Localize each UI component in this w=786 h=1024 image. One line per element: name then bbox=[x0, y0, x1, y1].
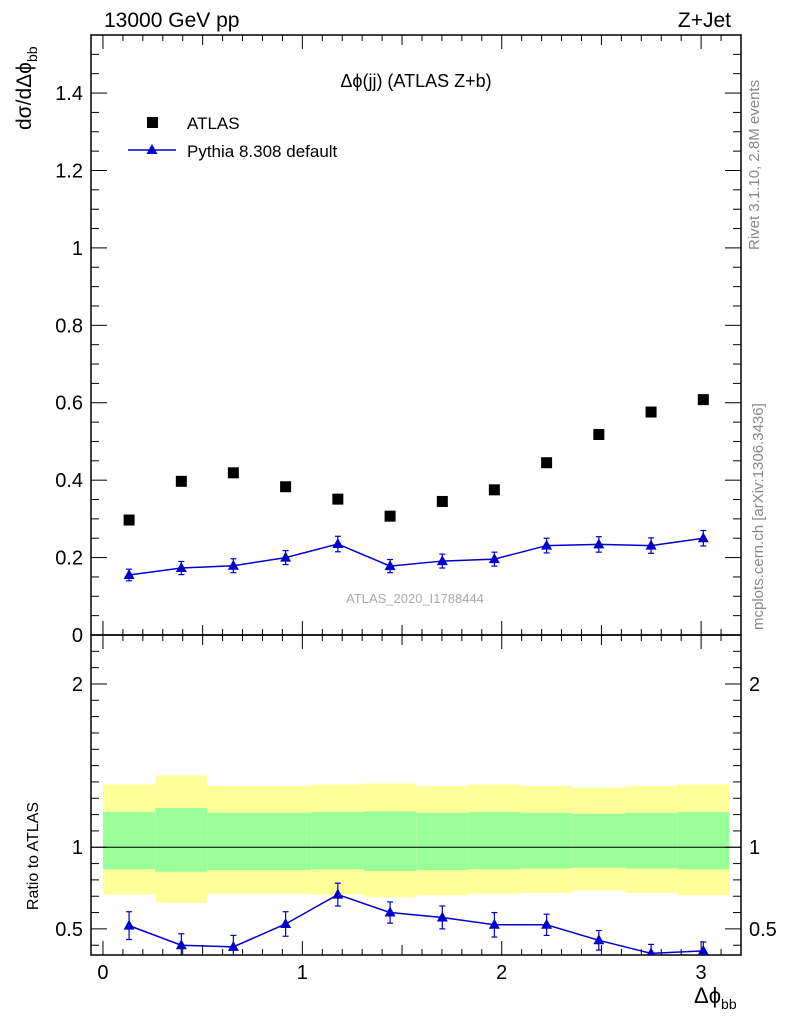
pythia-point bbox=[123, 569, 135, 579]
pythia-point bbox=[593, 538, 605, 549]
y-tick-label: 0.8 bbox=[55, 315, 83, 337]
ratio-y-tick-label-right: 2 bbox=[749, 674, 760, 696]
inner-band-bin bbox=[572, 813, 625, 868]
inner-band-bin bbox=[677, 812, 730, 870]
inner-band-bin bbox=[102, 812, 156, 870]
pythia-point bbox=[384, 560, 396, 571]
ratio-point bbox=[280, 917, 292, 928]
ratio-y-tick-label-left: 2 bbox=[72, 674, 83, 696]
inner-band-bin bbox=[311, 812, 364, 870]
inner-band-bin bbox=[468, 812, 521, 870]
side-text-top: Rivet 3.1.10, 2.8M events bbox=[746, 80, 763, 250]
axes-frames bbox=[90, 34, 742, 956]
atlas-point bbox=[384, 510, 396, 522]
inner-band-bin bbox=[155, 808, 208, 872]
ratio-point bbox=[541, 918, 553, 929]
pythia-point bbox=[488, 553, 500, 564]
ratio-line bbox=[128, 893, 704, 955]
atlas-point bbox=[436, 495, 448, 507]
x-axis-label: Δϕbb bbox=[694, 983, 737, 1012]
ratio-y-tick-label-right: 0.5 bbox=[749, 919, 777, 941]
legend-atlas-marker bbox=[147, 117, 158, 128]
data-marks bbox=[123, 394, 709, 955]
watermark: ATLAS_2020_I1788444 bbox=[346, 591, 484, 606]
ratio-point bbox=[697, 944, 709, 955]
ratio-y-label: Ratio to ATLAS bbox=[25, 802, 42, 910]
ratio-marks bbox=[123, 882, 709, 955]
pythia-point bbox=[541, 539, 553, 550]
main-title: Δϕ(jj) (ATLAS Z+b) bbox=[340, 71, 491, 91]
ratio-point bbox=[593, 934, 605, 945]
legend-pythia-marker bbox=[146, 144, 158, 154]
pythia-point bbox=[175, 562, 187, 573]
axis-labels: 0 0.2 0.4 0.6 0.8 1 1.2 1.4 0.5 0.5 1 1 2 2 0 1 2 3 Δϕ(jj)… bbox=[13, 46, 777, 1012]
legend-atlas-label: ATLAS bbox=[187, 114, 240, 133]
pythia-point bbox=[645, 539, 657, 550]
atlas-point bbox=[332, 493, 344, 505]
x-tick-label: 0 bbox=[97, 962, 108, 984]
header-left: 13000 GeV pp bbox=[104, 9, 239, 32]
y-tick-label: 0.6 bbox=[55, 393, 83, 415]
pythia-point bbox=[697, 532, 709, 543]
inner-band-bin bbox=[207, 812, 260, 871]
ratio-point bbox=[436, 911, 448, 922]
main-y-label: dσ/dΔϕbb bbox=[13, 46, 40, 130]
atlas-point bbox=[697, 394, 709, 406]
side-text-bottom: mcplots.cern.ch [arXiv:1306.3436] bbox=[750, 403, 767, 630]
ratio-y-tick-label-left: 0.5 bbox=[55, 919, 83, 941]
ratio-point bbox=[227, 940, 239, 951]
ratio-point bbox=[123, 919, 135, 930]
ratio-point bbox=[332, 888, 344, 899]
ratio-point bbox=[488, 918, 500, 929]
y-tick-label: 0.2 bbox=[55, 548, 83, 570]
pythia-point bbox=[227, 559, 239, 570]
pythia-point bbox=[332, 538, 344, 549]
ratio-y-tick-label-right: 1 bbox=[749, 837, 760, 859]
y-tick-label: 1.2 bbox=[55, 160, 83, 182]
ratio-point bbox=[175, 939, 187, 950]
header-right: Z+Jet bbox=[678, 9, 731, 32]
inner-band-bin bbox=[259, 812, 312, 871]
inner-band-bin bbox=[520, 812, 573, 869]
y-tick-label: 0 bbox=[72, 625, 83, 647]
atlas-point bbox=[541, 457, 553, 469]
atlas-point bbox=[280, 481, 292, 493]
atlas-point bbox=[488, 484, 500, 496]
uncertainty-bands bbox=[91, 775, 741, 903]
inner-band-bin bbox=[416, 812, 469, 871]
inner-band-bin bbox=[624, 812, 678, 869]
atlas-point bbox=[227, 467, 239, 479]
inner-band-bin bbox=[363, 811, 417, 871]
atlas-point bbox=[175, 475, 187, 487]
pythia-point bbox=[436, 555, 448, 566]
pythia-point bbox=[280, 551, 292, 562]
atlas-point bbox=[123, 514, 135, 526]
y-tick-label: 0.4 bbox=[55, 470, 83, 492]
ratio-point bbox=[646, 947, 656, 955]
y-tick-label: 1 bbox=[72, 238, 83, 260]
pythia-line bbox=[128, 537, 704, 576]
y-tick-label: 1.4 bbox=[55, 83, 83, 105]
legend-pythia-label: Pythia 8.308 default bbox=[187, 142, 338, 161]
x-tick-label: 3 bbox=[696, 962, 707, 984]
ratio-y-tick-label-left: 1 bbox=[72, 837, 83, 859]
ratio-frame bbox=[90, 634, 742, 956]
atlas-point bbox=[645, 406, 657, 418]
ratio-point bbox=[384, 906, 396, 917]
x-tick-label: 2 bbox=[496, 962, 507, 984]
atlas-point bbox=[593, 428, 605, 440]
x-tick-label: 1 bbox=[297, 962, 308, 984]
